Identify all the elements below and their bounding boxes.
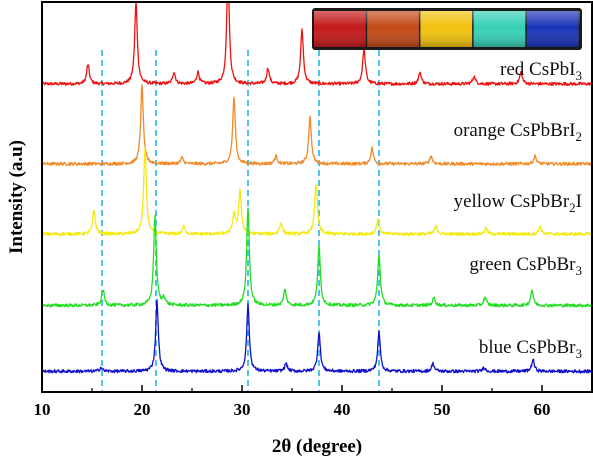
x-tick-label-40: 40 (334, 400, 351, 419)
series-label-1: orange CsPbBrI2 (454, 120, 582, 144)
x-tick-label-50: 50 (434, 400, 451, 419)
series-line-2 (42, 147, 592, 237)
reference-lines (101, 50, 380, 392)
x-axis: 10 20 30 40 50 60 (34, 385, 551, 419)
series-line-3 (42, 207, 592, 308)
series-line-1 (42, 84, 592, 167)
x-axis-label: 2θ (degree) (272, 436, 362, 457)
series-group (42, 2, 592, 374)
x-tick-label-60: 60 (534, 400, 551, 419)
series-label-2: yellow CsPbBr2I (454, 191, 582, 215)
x-tick-label-10: 10 (34, 400, 51, 419)
series-line-0 (42, 2, 592, 87)
inset-photo (312, 8, 582, 50)
y-axis-label: Intensity (a.u) (6, 140, 27, 254)
series-line-4 (42, 299, 592, 374)
x-tick-label-30: 30 (234, 400, 251, 419)
plot-frame (41, 1, 593, 393)
series-label-3: green CsPbBr3 (469, 254, 582, 278)
x-tick-label-20: 20 (134, 400, 151, 419)
series-label-0: red CsPbI3 (500, 59, 582, 83)
series-label-4: blue CsPbBr3 (479, 337, 582, 361)
series-labels: red CsPbI3 orange CsPbBrI2 yellow CsPbBr2I… (454, 59, 582, 361)
